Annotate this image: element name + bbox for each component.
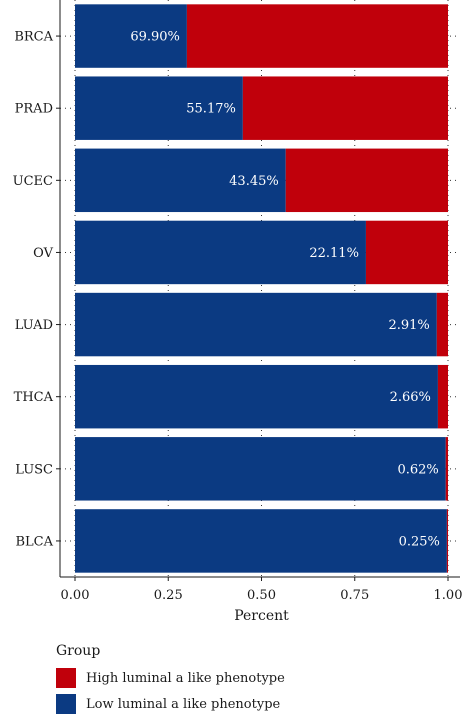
y-tick-label-ov: OV <box>33 246 53 261</box>
legend: Group High luminal a like phenotype Low … <box>56 643 285 717</box>
legend-title: Group <box>56 643 101 659</box>
x-tick-label-3: 0.75 <box>340 588 369 603</box>
x-tick-label-4: 1.00 <box>434 588 463 603</box>
legend-item-low: Low luminal a like phenotype <box>56 691 285 717</box>
bar-lusc-low <box>75 437 446 501</box>
bar-luad-high <box>436 292 448 357</box>
bar-thca-low <box>75 364 438 429</box>
data-label-luad: 2.91% <box>388 318 429 333</box>
y-tick-label-ucec: UCEC <box>13 174 53 189</box>
data-label-lusc: 0.62% <box>397 462 438 477</box>
bars: 69.90% 55.17% 43.45% 22.11% 2.91% 2.66% 0.62% 0… <box>75 4 448 573</box>
data-label-ov: 22.11% <box>309 246 359 261</box>
bar-blca-high <box>446 509 448 573</box>
legend-swatch-high <box>56 668 76 688</box>
legend-swatch-low <box>56 694 76 714</box>
stacked-bar-chart: 69.90% 55.17% 43.45% 22.11% 2.91% 2.66% 0.62% 0… <box>13 0 463 624</box>
bar-ucec-low <box>75 148 286 213</box>
data-label-blca: 0.25% <box>399 534 440 549</box>
bar-lusc-high <box>445 437 448 501</box>
y-tick-label-blca: BLCA <box>15 534 53 549</box>
y-tick-label-lusc: LUSC <box>15 462 53 477</box>
legend-item-high: High luminal a like phenotype <box>56 665 285 691</box>
bar-prad-low <box>75 76 243 140</box>
x-tick-label-2: 0.50 <box>247 588 276 603</box>
x-tick-label-0: 0.00 <box>61 588 90 603</box>
data-label-ucec: 43.45% <box>229 174 279 189</box>
bar-ov-high <box>365 220 448 285</box>
y-tick-label-luad: LUAD <box>15 318 53 333</box>
axes: BRCA PRAD UCEC OV LUAD THCA LUSC BLCA 0.00 0.25 0.… <box>13 0 463 603</box>
y-tick-label-thca: THCA <box>14 390 54 405</box>
bar-brca-high <box>186 4 448 68</box>
bar-ucec-high <box>285 148 448 213</box>
bar-luad-low <box>75 292 437 357</box>
x-axis-title: Percent <box>234 608 289 624</box>
bar-thca-high <box>437 364 448 429</box>
data-label-prad: 55.17% <box>186 102 236 117</box>
bar-blca-low <box>75 509 447 573</box>
data-label-thca: 2.66% <box>390 390 431 405</box>
y-tick-label-prad: PRAD <box>15 102 53 117</box>
legend-label-high: High luminal a like phenotype <box>86 670 285 686</box>
bar-brca-low <box>75 4 187 68</box>
x-tick-label-1: 0.25 <box>154 588 183 603</box>
bar-prad-high <box>242 76 448 140</box>
y-tick-label-brca: BRCA <box>14 30 53 45</box>
data-label-brca: 69.90% <box>130 30 180 45</box>
bar-ov-low <box>75 220 366 285</box>
legend-label-low: Low luminal a like phenotype <box>86 696 281 712</box>
